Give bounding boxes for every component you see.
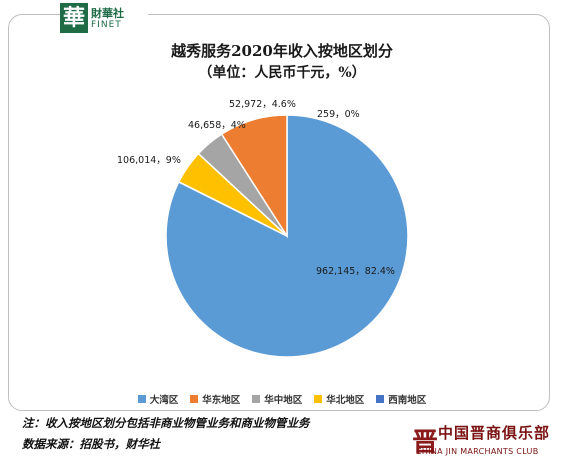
finet-logo-cn: 財華社 bbox=[91, 7, 124, 20]
legend-label-southwest: 西南地区 bbox=[388, 395, 427, 406]
legend-swatch-greater-bay-area bbox=[137, 395, 146, 403]
legend-item-north-china: 华北地区 bbox=[314, 392, 364, 406]
pie-slices bbox=[165, 114, 409, 358]
pie-slice-east-china bbox=[220, 114, 288, 239]
chart-subtitle: （单位：人民币千元，%） bbox=[198, 65, 366, 81]
finet-logo-mark: 華 bbox=[60, 3, 88, 33]
legend-item-east-china: 华东地区 bbox=[190, 392, 240, 406]
data-label-north-china: 52,972，4.6% bbox=[229, 99, 296, 110]
data-label-greater-bay-area: 962,145，82.4% bbox=[316, 266, 395, 277]
club-logo-icon: 晋 bbox=[412, 428, 439, 458]
club-watermark: 晋 中国晋商俱乐部 CHINA JIN MARCHANTS CLUB bbox=[412, 418, 562, 466]
legend-label-central-china: 华中地区 bbox=[264, 395, 303, 406]
legend-item-central-china: 华中地区 bbox=[252, 392, 302, 406]
club-name-en: CHINA JIN MARCHANTS CLUB bbox=[416, 447, 539, 456]
data-label-central-china: 46,658，4% bbox=[188, 120, 246, 131]
legend-label-north-china: 华北地区 bbox=[326, 395, 365, 406]
chart-title: 越秀服务2020年收入按地区划分 bbox=[171, 42, 393, 60]
data-label-east-china: 106,014，9% bbox=[117, 155, 181, 166]
legend-swatch-central-china bbox=[252, 395, 261, 403]
footnote: 注：收入按地区划分包括非商业物管业务和商业物管业务 bbox=[22, 416, 310, 430]
club-name-cn: 中国晋商俱乐部 bbox=[438, 424, 551, 442]
legend-swatch-east-china bbox=[190, 395, 199, 403]
legend-label-east-china: 华东地区 bbox=[202, 395, 241, 406]
finet-logo-en: FINET bbox=[91, 20, 122, 30]
finet-logo: 華 財華社 FINET bbox=[60, 3, 148, 35]
data-label-southwest: 259，0% bbox=[317, 109, 360, 120]
legend-item-southwest: 西南地区 bbox=[376, 392, 426, 406]
chart-legend: 大湾区 华东地区 华中地区 华北地区 西南地区 bbox=[0, 392, 564, 406]
legend-swatch-southwest bbox=[376, 395, 385, 403]
pie-data-labels: 962,145，82.4% 106,014，9% 46,658，4% 52,972，4… bbox=[117, 99, 395, 277]
legend-label-greater-bay-area: 大湾区 bbox=[149, 395, 179, 406]
legend-swatch-north-china bbox=[314, 395, 323, 403]
legend-item-greater-bay-area: 大湾区 bbox=[137, 392, 179, 406]
data-source: 数据来源：招股书，财华社 bbox=[22, 437, 160, 451]
